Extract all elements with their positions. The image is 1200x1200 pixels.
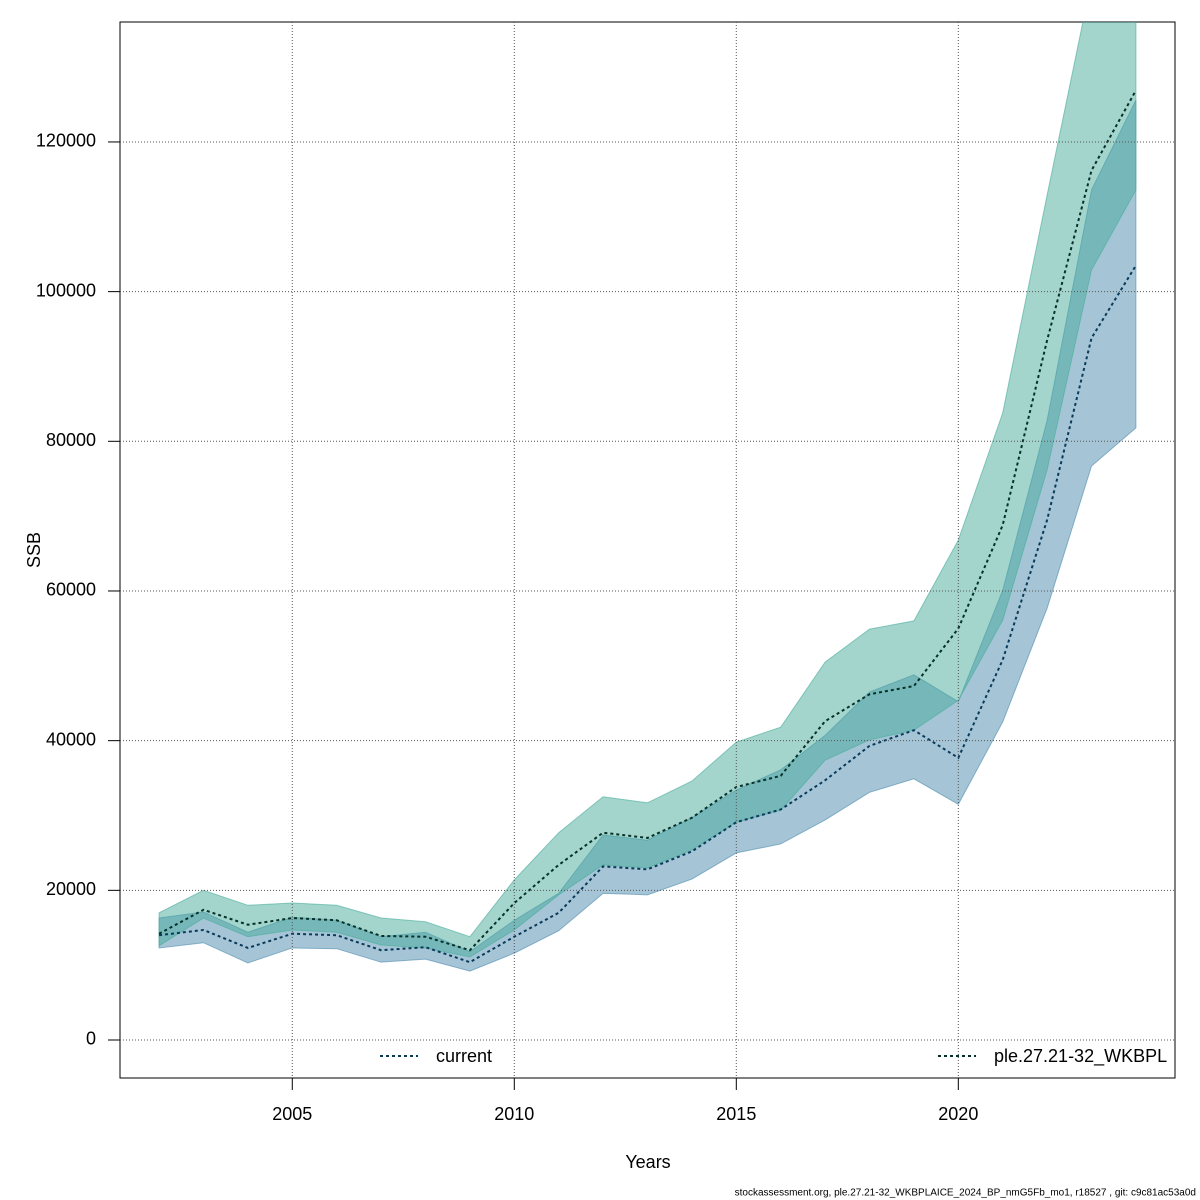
x-tick-label: 2005 bbox=[272, 1104, 312, 1124]
plot-area: current ple.27.21-32_WKBPL bbox=[158, 22, 1167, 1067]
y-tick-label: 20000 bbox=[46, 879, 96, 899]
confidence-band bbox=[158, 22, 1137, 958]
legend-label: ple.27.21-32_WKBPL bbox=[994, 1046, 1167, 1067]
legend-item: ple.27.21-32_WKBPL bbox=[938, 1046, 1167, 1067]
median-line bbox=[158, 264, 1137, 964]
y-tick-label: 0 bbox=[86, 1029, 96, 1049]
x-tick-label: 2020 bbox=[938, 1104, 978, 1124]
footer: stockassessment.org, ple.27.21-32_WKBPLA… bbox=[735, 1188, 1196, 1199]
y-tick-label: 100000 bbox=[36, 280, 96, 300]
y-tick-label: 120000 bbox=[36, 131, 96, 151]
x-axis-label: Years bbox=[625, 1152, 670, 1172]
legend-item: current bbox=[380, 1046, 492, 1066]
x-tick-label: 2015 bbox=[716, 1104, 756, 1124]
y-tick-label: 60000 bbox=[46, 580, 96, 600]
y-tick-label: 80000 bbox=[46, 430, 96, 450]
median-line bbox=[158, 89, 1137, 952]
y-axis-label: SSB bbox=[24, 532, 44, 568]
plot-frame bbox=[119, 21, 1176, 1079]
legend-label: current bbox=[436, 1046, 492, 1066]
x-tick-label: 2010 bbox=[494, 1104, 534, 1124]
y-tick-label: 40000 bbox=[46, 729, 96, 749]
